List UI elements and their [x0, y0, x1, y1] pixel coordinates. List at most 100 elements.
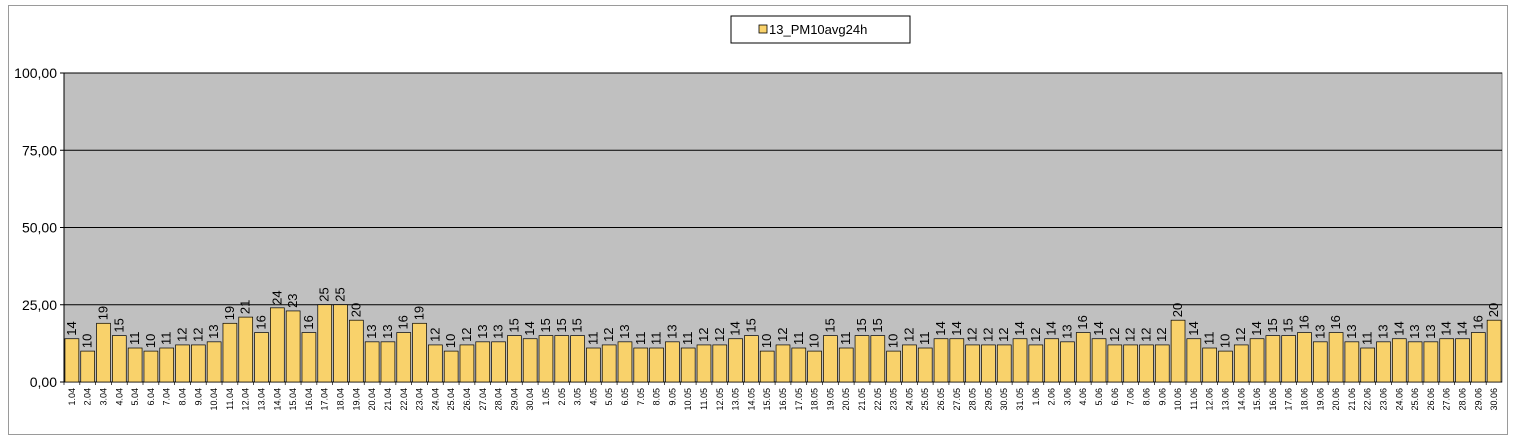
- data-label: 15: [870, 318, 885, 332]
- x-tick-label: 9.06: [1157, 388, 1167, 406]
- bar: [712, 344, 728, 383]
- bar: [191, 344, 206, 383]
- x-tick-label: 8.04: [178, 388, 188, 406]
- bar: [823, 335, 838, 383]
- bar: [380, 341, 396, 383]
- x-tick-label: 22.04: [399, 388, 409, 411]
- x-tick-label: 18.06: [1299, 388, 1309, 411]
- bar: [791, 347, 807, 383]
- bar: [744, 335, 759, 383]
- bar: [111, 335, 127, 383]
- data-label: 10: [807, 334, 822, 348]
- bar: [617, 341, 633, 383]
- data-label: 24: [269, 290, 284, 304]
- x-tick-label: 4.06: [1078, 388, 1088, 406]
- x-tick-label: 8.05: [652, 388, 662, 406]
- bar: [159, 347, 175, 383]
- x-tick-label: 29.06: [1473, 388, 1483, 411]
- y-axis-tick-labels: 0,00 25,00 50,00 75,00 100,00: [14, 65, 57, 390]
- x-tick-label: 5.04: [130, 388, 140, 406]
- data-label: 11: [633, 332, 648, 346]
- data-label: 10: [1217, 334, 1232, 348]
- bar: [1455, 338, 1470, 383]
- bar: [1123, 344, 1138, 383]
- data-label: 12: [1154, 327, 1169, 341]
- data-label: 16: [1470, 315, 1485, 329]
- x-tick-label: 22.05: [873, 388, 883, 411]
- data-label: 11: [649, 332, 664, 346]
- x-tick-label: 2.05: [557, 388, 567, 406]
- bar: [1391, 338, 1407, 383]
- data-label: 11: [791, 332, 806, 346]
- data-label: 12: [996, 327, 1011, 341]
- bar: [1186, 338, 1202, 383]
- data-label: 13: [617, 324, 632, 338]
- legend-swatch: [758, 24, 768, 34]
- legend-label: 13_PM10avg24h: [769, 22, 867, 37]
- data-label: 16: [1296, 315, 1311, 329]
- data-label: 15: [1281, 318, 1296, 332]
- bar: [127, 347, 143, 383]
- x-tick-label: 31.05: [1015, 388, 1025, 411]
- data-label: 10: [443, 334, 458, 348]
- bar: [854, 335, 870, 383]
- bar: [1407, 341, 1423, 383]
- x-tick-label: 23.04: [415, 388, 425, 411]
- data-label: 14: [1044, 321, 1059, 335]
- data-label: 14: [933, 321, 948, 335]
- data-label: 12: [696, 327, 711, 341]
- bar: [475, 341, 491, 383]
- data-label: 13: [475, 324, 490, 338]
- data-label: 19: [412, 306, 427, 320]
- data-label: 11: [680, 332, 695, 346]
- bar: [759, 350, 775, 383]
- x-tick-label: 15.05: [762, 388, 772, 411]
- bar: [870, 335, 886, 383]
- y-tick-label: 50,00: [22, 220, 57, 236]
- bar: [1202, 347, 1217, 383]
- bar: [696, 344, 712, 383]
- bar: [807, 350, 822, 383]
- bar: [206, 341, 222, 383]
- x-tick-label: 5.05: [604, 388, 614, 406]
- bar: [522, 338, 538, 383]
- data-label: 23: [285, 293, 300, 307]
- x-tick-label: 3.06: [1062, 388, 1072, 406]
- x-tick-label: 20.04: [367, 388, 377, 411]
- data-label: 12: [965, 327, 980, 341]
- x-tick-label: 9.05: [667, 388, 677, 406]
- bar: [886, 350, 901, 383]
- data-label: 12: [1233, 327, 1248, 341]
- bar: [902, 344, 917, 383]
- bar: [333, 304, 348, 383]
- bar: [1360, 347, 1375, 383]
- x-tick-label: 22.06: [1363, 388, 1373, 411]
- data-label: 13: [206, 324, 221, 338]
- data-label: 11: [917, 332, 932, 346]
- x-tick-label: 16.06: [1268, 388, 1278, 411]
- data-label: 14: [522, 321, 537, 335]
- bar: [1044, 338, 1059, 383]
- x-tick-label: 23.05: [889, 388, 899, 411]
- bar: [1091, 338, 1107, 383]
- bar: [728, 338, 743, 383]
- bar: [64, 338, 80, 383]
- bar: [364, 341, 380, 383]
- x-tick-label: 27.05: [952, 388, 962, 411]
- bar: [1170, 319, 1186, 383]
- x-tick-label: 12.04: [241, 388, 251, 411]
- bar: [1060, 341, 1075, 383]
- data-label: 25: [317, 287, 332, 301]
- x-tick-label: 20.05: [841, 388, 851, 411]
- x-tick-label: 24.05: [904, 388, 914, 411]
- bar: [412, 322, 427, 383]
- data-label: 12: [901, 327, 916, 341]
- data-label: 20: [348, 303, 363, 317]
- data-label: 15: [506, 318, 521, 332]
- x-tick-label: 6.06: [1110, 388, 1120, 406]
- data-label: 12: [1138, 327, 1153, 341]
- data-label: 12: [427, 327, 442, 341]
- bar: [1139, 344, 1154, 383]
- data-label: 13: [1423, 324, 1438, 338]
